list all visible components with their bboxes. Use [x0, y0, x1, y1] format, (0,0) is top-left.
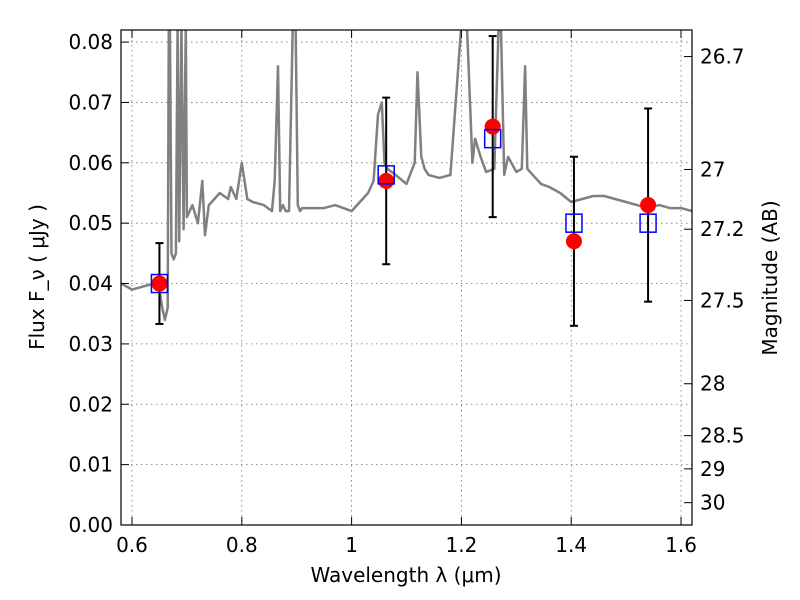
- y-tick-label: 0.06: [68, 151, 113, 175]
- y-tick-label: 0.02: [68, 392, 113, 416]
- y-tick-label: 0.03: [68, 332, 113, 356]
- observed-point: [640, 197, 657, 214]
- plot-area: [121, 30, 692, 327]
- x-tick-label: 1: [345, 533, 358, 557]
- observed-point: [378, 172, 395, 189]
- observed-point: [151, 275, 168, 292]
- y-axis-title: Flux F_ν ( μJy ): [25, 204, 49, 350]
- observed-point: [565, 233, 582, 250]
- x-tick-label: 0.6: [116, 533, 148, 557]
- model-point: [150, 273, 169, 294]
- observed-point: [484, 118, 501, 135]
- right-tick-label: 26.7: [700, 45, 745, 69]
- x-tick-label: 1.2: [445, 533, 477, 557]
- right-tick-label: 28: [700, 372, 725, 396]
- y-tick-label: 0.01: [68, 453, 113, 477]
- right-tick-label: 29: [700, 457, 725, 481]
- y-tick-label: 0.05: [68, 211, 113, 235]
- right-axis-title: Magnitude (AB): [758, 200, 782, 355]
- axes: 0.6 0.8 1 1.2 1.4 1.6 0.00 0.01 0.02 0.03 0.04 0.05…: [68, 30, 745, 557]
- x-tick-label: 0.8: [226, 533, 258, 557]
- x-axis-title: Wavelength λ (μm): [310, 563, 501, 587]
- model-point: [565, 213, 583, 233]
- y-tick-label: 0.00: [68, 513, 113, 537]
- x-tick-label: 1.4: [555, 533, 587, 557]
- model-point: [483, 128, 502, 149]
- spectrum-line: [121, 30, 692, 322]
- right-tick-label: 30: [700, 491, 725, 515]
- right-tick-label: 27.2: [700, 217, 745, 241]
- y-tick-label: 0.08: [68, 30, 113, 54]
- model-point: [377, 165, 395, 185]
- plot-frame: [120, 29, 693, 526]
- model-point: [639, 213, 657, 233]
- y-tick-label: 0.07: [68, 90, 113, 114]
- right-tick-label: 27.5: [700, 288, 745, 312]
- y-tick-label: 0.04: [68, 272, 113, 296]
- right-tick-label: 27: [700, 157, 725, 181]
- x-tick-label: 1.6: [665, 533, 697, 557]
- grid-layer: [121, 30, 692, 526]
- right-tick-label: 28.5: [700, 424, 745, 448]
